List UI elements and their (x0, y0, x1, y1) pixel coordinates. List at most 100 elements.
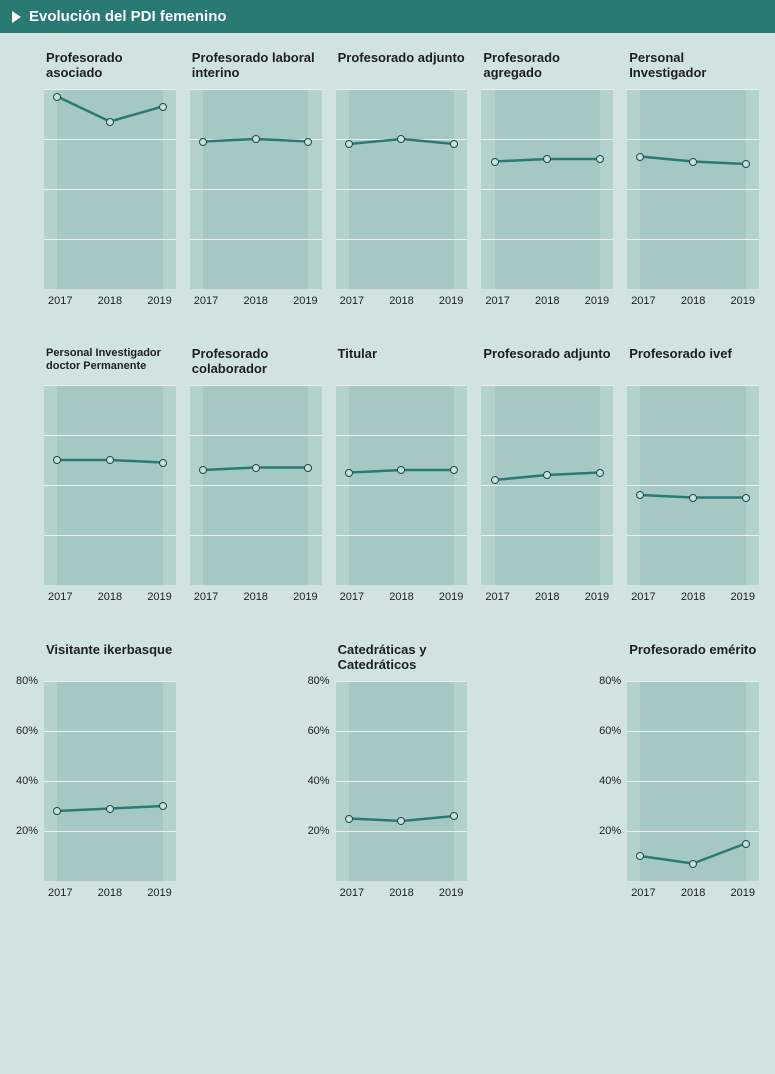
x-tick-label: 2017 (631, 887, 655, 899)
line-layer (627, 385, 759, 585)
plot-area (627, 681, 759, 881)
chart-row: 20%40%60%80%Profesorado asociado20172018… (8, 51, 767, 319)
plot-area (481, 385, 613, 585)
chart-panel: Profesorado adjunto201720182019 (481, 347, 613, 615)
x-axis-labels: 201720182019 (44, 591, 176, 603)
x-tick-label: 2019 (731, 591, 755, 603)
data-marker (53, 93, 61, 101)
chart-panel: Profesorado colaborador201720182019 (190, 347, 322, 615)
data-marker (199, 138, 207, 146)
plot-area (44, 681, 176, 881)
x-tick-label: 2018 (535, 591, 559, 603)
panel-title: Profesorado laboral interino (190, 51, 322, 83)
line-layer (481, 385, 613, 585)
chart-panel: Personal Investigador doctor Permanente2… (44, 347, 176, 615)
y-tick-label: 40% (599, 775, 621, 787)
x-tick-label: 2019 (585, 591, 609, 603)
x-tick-label: 2019 (731, 295, 755, 307)
y-tick-label: 20% (16, 825, 38, 837)
plot: 201720182019 (627, 681, 759, 911)
data-marker (304, 464, 312, 472)
x-tick-label: 2017 (340, 591, 364, 603)
x-tick-label: 2019 (585, 295, 609, 307)
x-axis-labels: 201720182019 (44, 887, 176, 899)
section-title: Evolución del PDI femenino (29, 8, 227, 25)
empty-cell (190, 643, 322, 911)
plot-area (190, 89, 322, 289)
x-tick-label: 2017 (631, 295, 655, 307)
plot: 201720182019 (44, 681, 176, 911)
plot-area (336, 89, 468, 289)
x-tick-label: 2017 (340, 887, 364, 899)
y-tick-label: 20% (599, 825, 621, 837)
x-tick-label: 2018 (98, 591, 122, 603)
x-tick-label: 2018 (681, 295, 705, 307)
chart-row: 20%40%60%80%Personal Investigador doctor… (8, 347, 767, 615)
chart-panel: Profesorado ivef201720182019 (627, 347, 759, 615)
y-axis-labels: 20%40%60%80% (0, 385, 4, 585)
y-axis-labels: 20%40%60%80% (12, 681, 42, 881)
plot: 201720182019 (481, 89, 613, 319)
y-tick-label: 80% (16, 675, 38, 687)
plot-area (627, 89, 759, 289)
data-marker (106, 805, 114, 813)
triangle-icon (12, 11, 21, 23)
panel-title: Personal Investigador (627, 51, 759, 83)
x-tick-label: 2019 (439, 295, 463, 307)
x-tick-label: 2019 (439, 591, 463, 603)
plot: 2017 2018 2019 (336, 681, 468, 911)
data-marker (596, 469, 604, 477)
data-marker (689, 158, 697, 166)
data-marker (491, 158, 499, 166)
data-marker (252, 464, 260, 472)
plot: 201720182019 (44, 385, 176, 615)
x-tick-label: 2019 (439, 887, 463, 899)
x-tick-label: 2017 (48, 295, 72, 307)
data-marker (742, 160, 750, 168)
line-layer (190, 385, 322, 585)
x-tick-label: 2018 (389, 591, 413, 603)
line-layer (44, 385, 176, 585)
line-layer (627, 89, 759, 289)
data-marker (159, 802, 167, 810)
x-axis-labels: 201720182019 (481, 295, 613, 307)
x-tick-label: 2017 (48, 591, 72, 603)
y-tick-label: 60% (16, 725, 38, 737)
chart-panel: Profesorado agregado201720182019 (481, 51, 613, 319)
panel-title: Profesorado ivef (627, 347, 759, 379)
x-tick-label: 2018 (535, 295, 559, 307)
x-tick-label: 2018 (243, 591, 267, 603)
panel-title: Profesorado adjunto (481, 347, 613, 379)
chart-panel: Personal Investigador 2017 2018 2019 (627, 51, 759, 319)
y-axis-labels: 20%40%60%80% (595, 681, 625, 881)
chart-panel: Profesorado emérito20172018201920%40%60%… (627, 643, 759, 911)
chart-panel: Visitante ikerbasque20172018201920%40%60… (44, 643, 176, 911)
x-axis-labels: 201720182019 (190, 295, 322, 307)
x-tick-label: 2019 (731, 887, 755, 899)
data-marker (199, 466, 207, 474)
y-tick-label: 40% (308, 775, 330, 787)
x-tick-label: 2018 (389, 887, 413, 899)
line-layer (336, 681, 468, 881)
plot-area (190, 385, 322, 585)
plot-area (44, 89, 176, 289)
x-axis-labels: 201720182019 (627, 591, 759, 603)
charts-grid: 20%40%60%80%Profesorado asociado20172018… (0, 33, 775, 929)
panel-title: Profesorado adjunto (336, 51, 468, 83)
panel-title: Visitante ikerbasque (44, 643, 176, 675)
line-layer (627, 681, 759, 881)
data-marker (596, 155, 604, 163)
x-tick-label: 2019 (293, 295, 317, 307)
x-axis-labels: 201720182019 (627, 887, 759, 899)
x-axis-labels: 2017 2018 2019 (336, 887, 468, 899)
panel-title: Profesorado asociado (44, 51, 176, 83)
x-tick-label: 2018 (681, 591, 705, 603)
line-layer (190, 89, 322, 289)
data-marker (304, 138, 312, 146)
plot: 201720182019 (481, 385, 613, 615)
x-tick-label: 2018 (98, 295, 122, 307)
line-layer (336, 89, 468, 289)
data-marker (742, 494, 750, 502)
panel-title: Profesorado agregado (481, 51, 613, 83)
y-tick-label: 60% (599, 725, 621, 737)
